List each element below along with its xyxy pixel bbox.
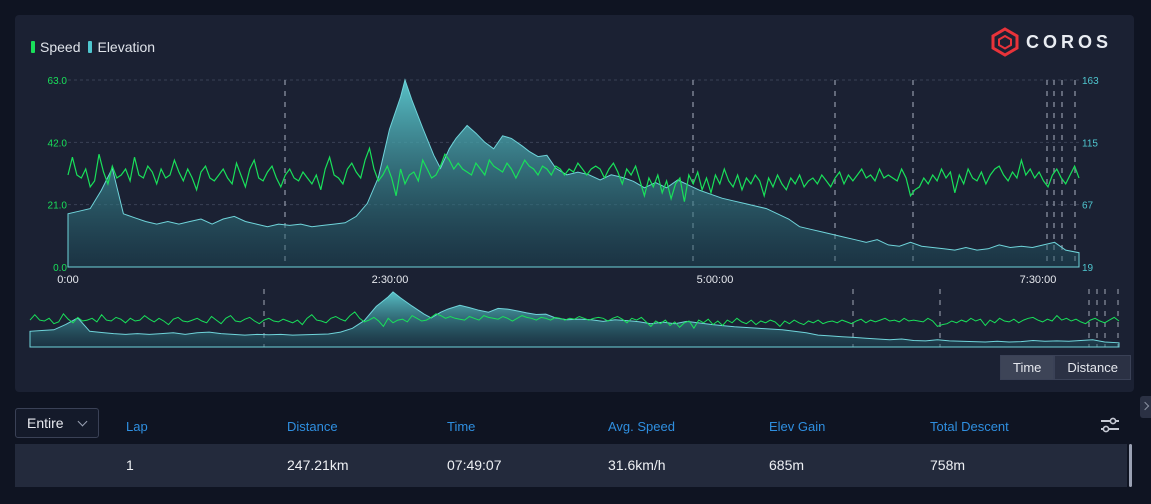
col-distance: Distance <box>287 419 338 434</box>
cell-distance: 247.21km <box>287 457 349 473</box>
chart-panel: Speed Elevation COROS 63.0 42.0 21.0 0.0 16… <box>15 15 1134 392</box>
lap-range-select[interactable]: Entire <box>15 408 99 438</box>
col-lap: Lap <box>126 419 148 434</box>
axis-mode-toggle: Time Distance <box>1000 355 1131 380</box>
left-tick-label: 63.0 <box>48 76 68 87</box>
row-scrollbar[interactable] <box>1129 444 1132 487</box>
legend-elevation[interactable]: Elevation <box>88 39 155 55</box>
col-avg-speed: Avg. Speed <box>608 419 675 434</box>
legend-speed-label: Speed <box>40 39 81 55</box>
left-tick-label: 0.0 <box>53 263 67 274</box>
right-tick-label: 67 <box>1082 201 1094 212</box>
cell-lap: 1 <box>126 457 134 473</box>
time-toggle-button[interactable]: Time <box>1000 355 1055 380</box>
legend-elevation-label: Elevation <box>97 39 156 55</box>
x-tick-label: 5:00:00 <box>697 274 734 286</box>
col-total-descent: Total Descent <box>930 419 1009 434</box>
left-tick-label: 21.0 <box>48 201 68 212</box>
right-tick-label: 163 <box>1082 76 1099 87</box>
chart-legend: Speed Elevation <box>31 39 155 55</box>
x-axis-ticks: 0:00 2:30:00 5:00:00 7:30:00 <box>57 274 1056 286</box>
column-settings-icon[interactable] <box>1100 417 1120 433</box>
chevron-down-icon <box>77 416 88 427</box>
col-time: Time <box>447 419 476 434</box>
lap-range-value: Entire <box>27 415 64 431</box>
col-elev-gain: Elev Gain <box>769 419 826 434</box>
left-tick-label: 42.0 <box>48 138 68 149</box>
coros-logo: COROS <box>990 27 1112 57</box>
x-tick-label: 7:30:00 <box>1020 274 1057 286</box>
elevation-swatch <box>88 41 93 53</box>
speed-line <box>67 146 1080 202</box>
x-tick-label: 0:00 <box>57 274 78 286</box>
overview-chart[interactable] <box>15 285 1134 355</box>
coros-hexagon-icon <box>991 27 1019 57</box>
speed-swatch <box>31 41 35 53</box>
cell-total-descent: 758m <box>930 457 966 473</box>
table-row[interactable]: 1 247.21km 07:49:07 31.6km/h 685m 758m <box>15 444 1127 487</box>
elevation-area <box>67 78 1080 268</box>
legend-speed[interactable]: Speed <box>31 39 80 55</box>
expand-arrow-icon[interactable] <box>1140 396 1151 418</box>
x-tick-label: 2:30:00 <box>372 274 409 286</box>
distance-toggle-button[interactable]: Distance <box>1054 355 1131 380</box>
coros-wordmark: COROS <box>1025 31 1112 52</box>
cell-time: 07:49:07 <box>447 457 502 473</box>
cell-elev-gain: 685m <box>769 457 805 473</box>
main-chart[interactable]: 63.0 42.0 21.0 0.0 163 115 67 19 0:00 2:30:00 5:… <box>15 70 1134 350</box>
overview-speed-line <box>29 311 1120 330</box>
right-tick-label: 19 <box>1082 263 1094 274</box>
cell-avg-speed: 31.6km/h <box>608 457 666 473</box>
right-axis-ticks: 163 115 67 19 <box>1082 76 1099 274</box>
right-tick-label: 115 <box>1082 138 1098 149</box>
left-axis-ticks: 63.0 42.0 21.0 0.0 <box>48 76 68 274</box>
